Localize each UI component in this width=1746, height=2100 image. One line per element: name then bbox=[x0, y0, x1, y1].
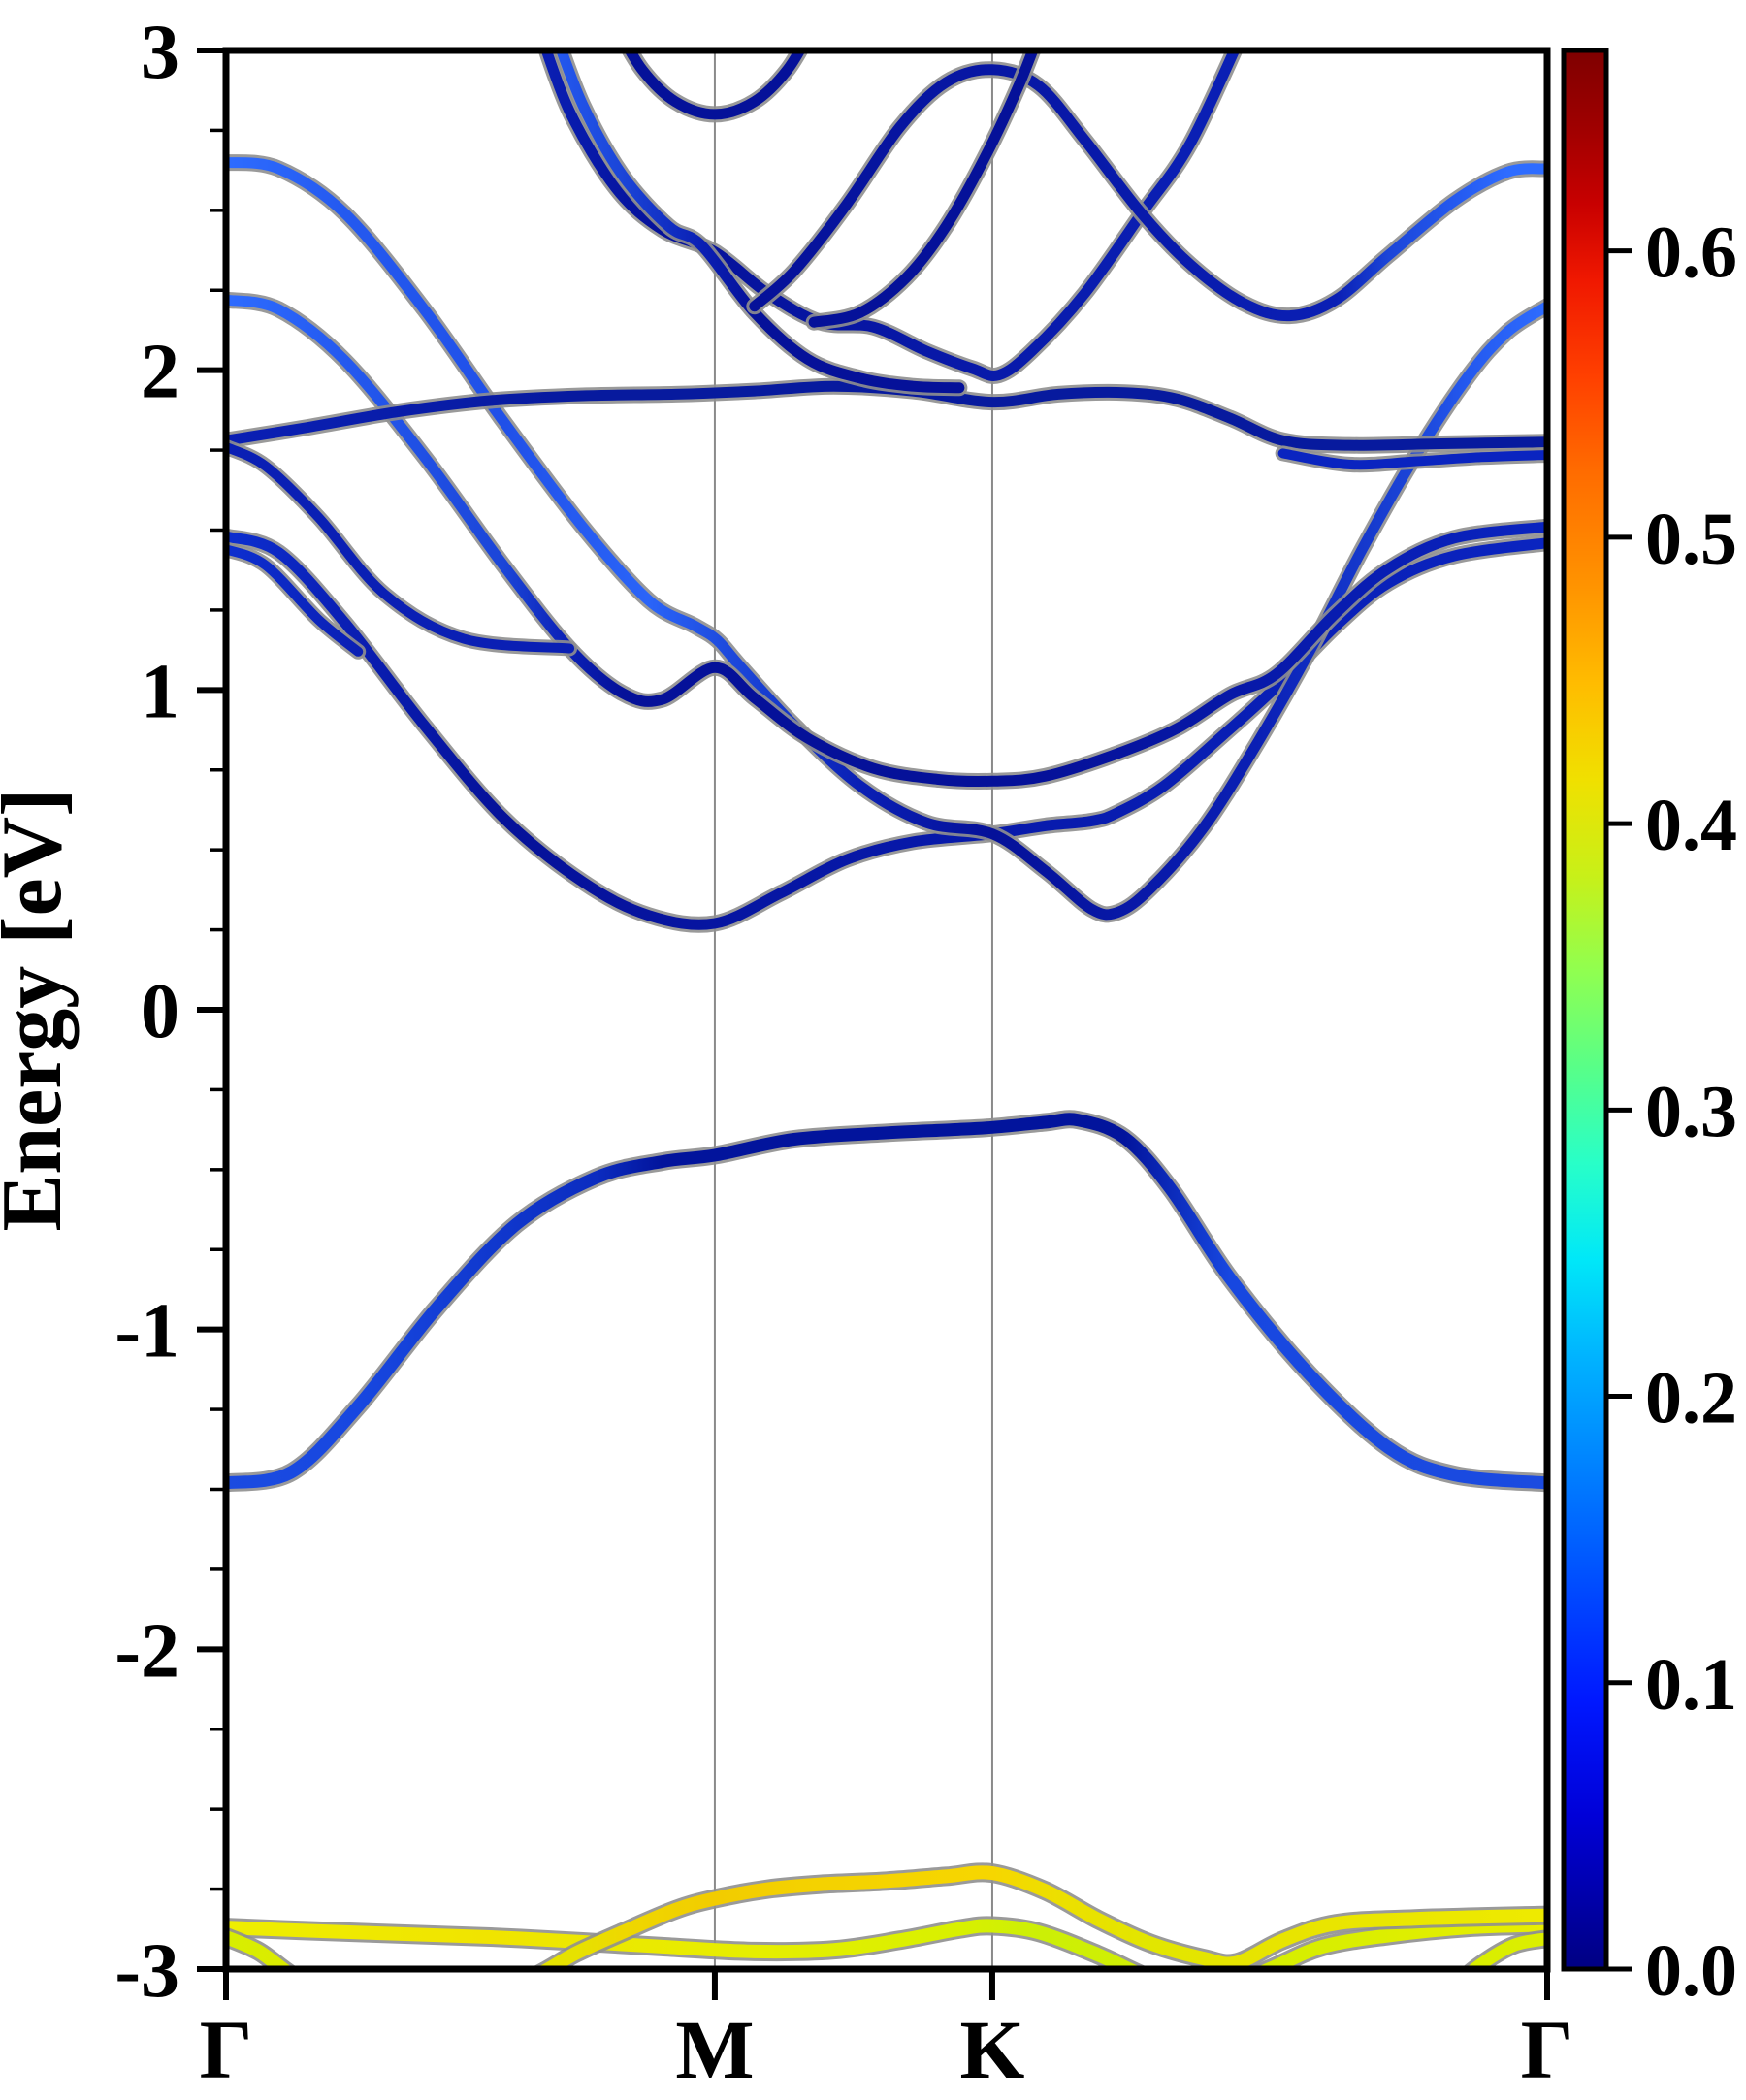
x-tick-label: M bbox=[675, 2003, 754, 2095]
band-yellow-right-wisp bbox=[1464, 1932, 1547, 1969]
band-yellow-dispersive bbox=[226, 1865, 1547, 1969]
colorbar-tick-label: 0.2 bbox=[1645, 1358, 1737, 1439]
band-flat-wisp-right bbox=[1277, 448, 1547, 470]
band-wisp-left-b bbox=[226, 544, 364, 657]
colorbar-tick-label: 0.3 bbox=[1645, 1071, 1737, 1152]
x-tick-label: Γ bbox=[200, 2003, 253, 2095]
colorbar-bar bbox=[1564, 50, 1606, 1969]
colorbar: 0.0 0.1 0.2 0.3 0.4 0.5 0.6 bbox=[1561, 48, 1737, 2012]
band-descender-right bbox=[808, 50, 1039, 328]
band-wisp-left-a bbox=[226, 441, 575, 654]
colorbar-tick-label: 0.4 bbox=[1645, 785, 1737, 866]
y-tick-label: 0 bbox=[141, 969, 179, 1054]
band-yellow-flat bbox=[226, 1918, 1547, 1969]
colorbar-tick-label: 0.6 bbox=[1645, 212, 1737, 294]
gridlines bbox=[713, 50, 993, 1969]
colorbar-tick-label: 0.5 bbox=[1645, 499, 1737, 580]
x-tick-label: K bbox=[960, 2003, 1025, 2095]
x-tick-label: Γ bbox=[1521, 2003, 1574, 2095]
band-light-band-upper bbox=[226, 156, 1547, 921]
y-axis-title: Energy [eV] bbox=[0, 789, 80, 1232]
axis-ticks bbox=[197, 48, 1550, 2000]
y-tick-label: -1 bbox=[114, 1289, 179, 1374]
y-tick-label: 2 bbox=[141, 330, 179, 415]
colorbar-frame bbox=[1561, 48, 1609, 1972]
colorbar-tick-label: 0.1 bbox=[1645, 1644, 1737, 1726]
band-edge-light-band-lower bbox=[226, 291, 1547, 791]
band-edge-flat-band bbox=[226, 377, 1547, 454]
band-arc-over-k bbox=[749, 64, 1547, 322]
band-top-u-at-m bbox=[623, 50, 806, 120]
band-edge-valence-band bbox=[226, 1110, 1547, 1493]
y-tick-label: 1 bbox=[141, 649, 179, 734]
y-tick-label: -2 bbox=[114, 1608, 179, 1694]
band-valence-band bbox=[226, 1113, 1547, 1490]
bands bbox=[226, 50, 1547, 1969]
band-light-band-lower bbox=[226, 294, 1547, 788]
y-tick-label: 3 bbox=[141, 10, 179, 95]
colorbar-tick-label: 0.0 bbox=[1645, 1930, 1737, 2012]
y-tick-label: -3 bbox=[114, 1928, 179, 2014]
band-steep-light bbox=[555, 50, 965, 394]
